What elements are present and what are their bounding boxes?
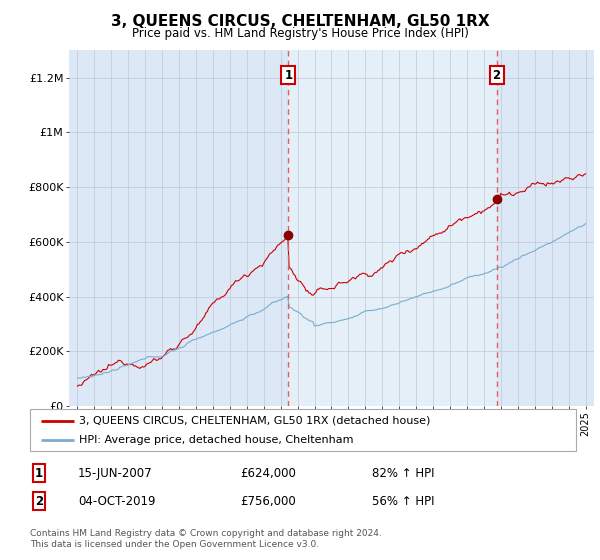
Text: 2: 2 <box>493 68 500 82</box>
Text: 1: 1 <box>35 466 43 480</box>
Text: HPI: Average price, detached house, Cheltenham: HPI: Average price, detached house, Chel… <box>79 435 353 445</box>
Text: 2: 2 <box>35 494 43 508</box>
Text: £624,000: £624,000 <box>240 466 296 480</box>
Bar <box>289 50 497 406</box>
Text: 04-OCT-2019: 04-OCT-2019 <box>78 494 155 508</box>
Text: 56% ↑ HPI: 56% ↑ HPI <box>372 494 434 508</box>
Text: 15-JUN-2007: 15-JUN-2007 <box>78 466 152 480</box>
Text: Price paid vs. HM Land Registry's House Price Index (HPI): Price paid vs. HM Land Registry's House … <box>131 27 469 40</box>
Text: 3, QUEENS CIRCUS, CHELTENHAM, GL50 1RX: 3, QUEENS CIRCUS, CHELTENHAM, GL50 1RX <box>110 14 490 29</box>
Text: 3, QUEENS CIRCUS, CHELTENHAM, GL50 1RX (detached house): 3, QUEENS CIRCUS, CHELTENHAM, GL50 1RX (… <box>79 416 431 426</box>
Text: 1: 1 <box>284 68 292 82</box>
Bar <box>289 50 497 406</box>
Text: Contains HM Land Registry data © Crown copyright and database right 2024.
This d: Contains HM Land Registry data © Crown c… <box>30 529 382 549</box>
Text: £756,000: £756,000 <box>240 494 296 508</box>
Text: 82% ↑ HPI: 82% ↑ HPI <box>372 466 434 480</box>
FancyBboxPatch shape <box>30 409 576 451</box>
